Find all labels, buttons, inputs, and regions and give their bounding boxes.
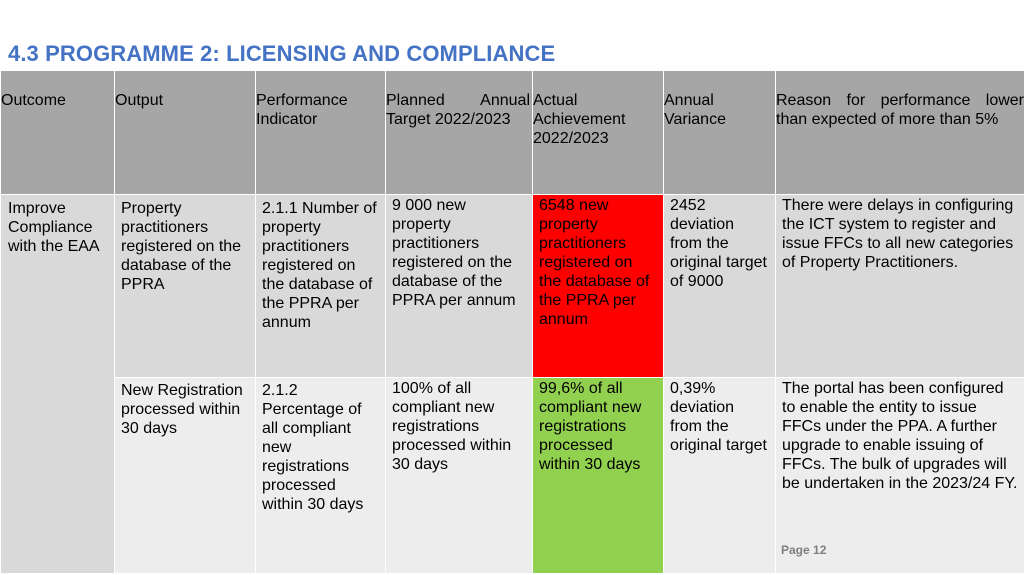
- header-planned-target-rest: Target 2022/2023: [386, 111, 511, 128]
- header-performance-indicator: Performance Indicator: [255, 70, 386, 195]
- header-annual-variance: Annual Variance: [663, 70, 776, 195]
- performance-table: Outcome Output Performance Indicator Pla…: [0, 70, 1024, 574]
- page-number: Page 12: [781, 543, 827, 557]
- output-cell: New Registration processed within 30 day…: [114, 377, 256, 574]
- outcome-cell: Improve Compliance with the EAA: [0, 194, 115, 574]
- reason-cell: The portal has been configured to enable…: [775, 377, 1024, 574]
- performance-indicator-cell: 2.1.2 Percentage of all compliant new re…: [255, 377, 386, 574]
- output-cell: Property practitioners registered on the…: [114, 194, 256, 378]
- annual-variance-cell: 2452 deviation from the original target …: [663, 194, 776, 378]
- header-output: Output: [114, 70, 256, 195]
- table-row: New Registration processed within 30 day…: [1, 377, 1024, 574]
- header-outcome: Outcome: [0, 70, 115, 195]
- header-actual-achievement: Actual Achievement 2022/2023: [532, 70, 664, 195]
- reason-cell: There were delays in configuring the ICT…: [775, 194, 1024, 378]
- header-planned-target-first-line: Planned Annual: [386, 91, 532, 110]
- header-reason: Reason for performance lower than expect…: [775, 70, 1024, 195]
- planned-target-cell: 100% of all compliant new registrations …: [385, 377, 533, 574]
- header-planned-target: Planned Annual Target 2022/2023: [385, 70, 533, 195]
- header-planned-word: Planned: [386, 92, 445, 109]
- table-row: Improve Compliance with the EAA Property…: [0, 194, 1024, 574]
- annual-variance-cell: 0,39% deviation from the original target: [663, 377, 776, 574]
- page-title: 4.3 PROGRAMME 2: LICENSING AND COMPLIANC…: [8, 41, 556, 66]
- performance-indicator-cell: 2.1.1 Number of property practitioners r…: [255, 194, 386, 378]
- planned-target-cell: 9 000 new property practitioners registe…: [385, 194, 533, 378]
- table-header-row: Outcome Output Performance Indicator Pla…: [0, 70, 1024, 195]
- actual-achievement-cell: 99,6% of all compliant new registrations…: [532, 377, 664, 574]
- actual-achievement-cell: 6548 new property practitioners register…: [532, 194, 664, 378]
- header-annual-word: Annual: [480, 92, 530, 109]
